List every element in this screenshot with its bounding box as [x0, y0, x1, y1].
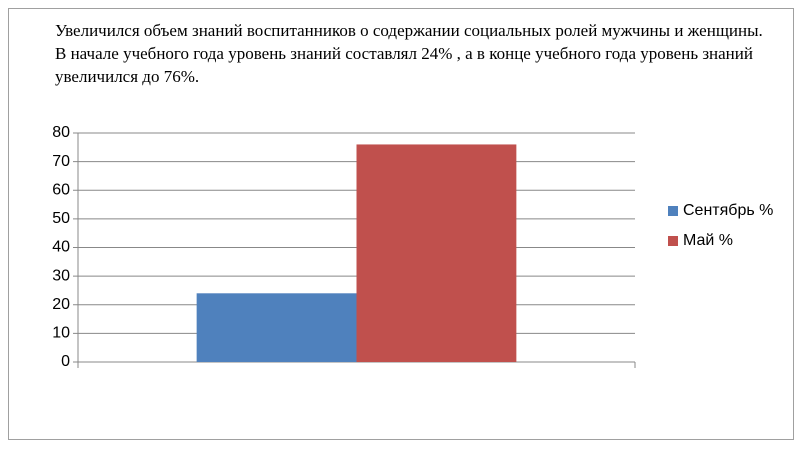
y-tick-label: 40 — [52, 239, 70, 256]
y-tick-label: 80 — [52, 124, 70, 141]
legend-label: Май % — [683, 232, 733, 249]
y-tick-label: 70 — [52, 153, 70, 170]
chart-subtitle: В начале учебного года уровень знаний со… — [55, 44, 753, 86]
y-tick-label: 10 — [52, 325, 70, 342]
y-tick-label: 30 — [52, 267, 70, 284]
y-tick-label: 50 — [52, 210, 70, 227]
legend-swatch — [668, 206, 678, 216]
y-tick-label: 0 — [61, 353, 70, 370]
text-block: Увеличился объем знаний воспитанников о … — [55, 19, 783, 88]
legend-label: Сентябрь % — [683, 202, 773, 219]
bar — [196, 293, 357, 362]
bar — [356, 144, 517, 362]
y-tick-label: 20 — [52, 296, 70, 313]
y-tick-label: 60 — [52, 181, 70, 198]
chart-title: Увеличился объем знаний воспитанников о … — [55, 21, 763, 40]
legend-swatch — [668, 236, 678, 246]
frame — [8, 8, 794, 440]
